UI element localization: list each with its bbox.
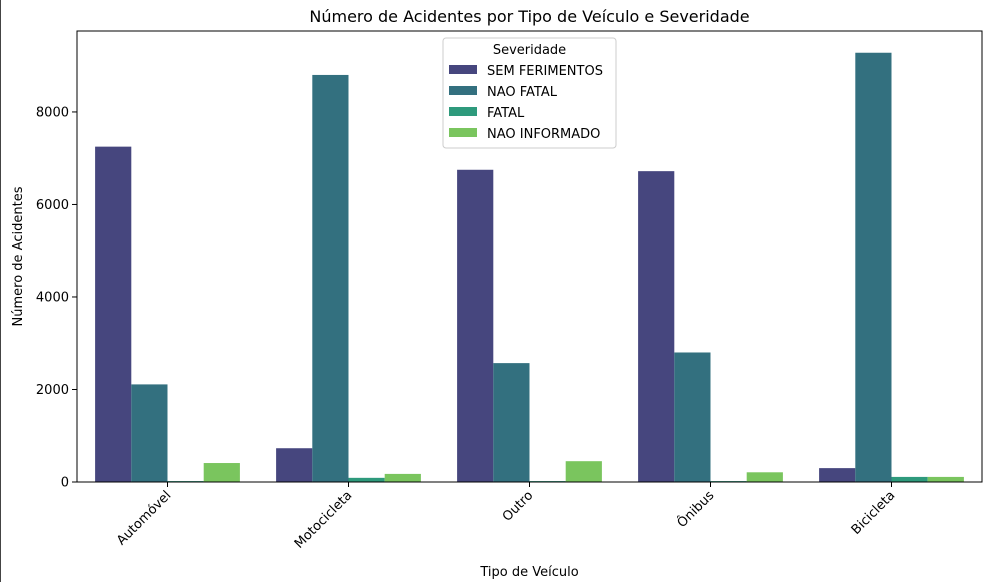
legend-label: SEM FERIMENTOS	[487, 64, 603, 79]
y-tick-label: 8000	[36, 105, 69, 120]
x-tick-label: Outro	[500, 488, 537, 525]
x-tick-label: Ônibus	[674, 487, 718, 531]
legend-swatch	[449, 107, 477, 116]
bar-0-0	[95, 146, 132, 482]
bar-2-3	[565, 461, 602, 482]
bar-4-3	[927, 476, 964, 482]
legend-box	[442, 37, 617, 149]
x-tick-label: Automóvel	[114, 488, 174, 548]
chart-title: Número de Acidentes por Tipo de Veículo …	[309, 7, 749, 26]
bars-layer	[95, 52, 964, 483]
y-tick-label: 6000	[36, 198, 69, 213]
plot-frame	[76, 30, 983, 483]
bar-4-0	[819, 468, 856, 482]
bar-3-3	[746, 472, 783, 482]
y-tick-label: 4000	[36, 290, 69, 305]
legend-swatch	[449, 65, 477, 74]
legend-swatch	[449, 128, 477, 137]
x-tick-label: Motocicleta	[292, 488, 356, 552]
bar-1-2	[348, 477, 385, 482]
bar-4-1	[855, 52, 892, 483]
x-tick-label: Bicicleta	[849, 488, 899, 538]
bar-0-1	[131, 384, 168, 482]
y-tick-label: 2000	[36, 383, 69, 398]
legend: Severidade SEM FERIMENTOS NAO FATAL FATAL NA…	[442, 37, 617, 149]
legend-label: NAO INFORMADO	[487, 127, 600, 142]
legend-title: Severidade	[493, 43, 566, 58]
x-axis: Automóvel Motocicleta Outro Ônibus Bicicleta	[114, 482, 898, 552]
legend-swatch	[449, 86, 477, 95]
bar-1-3	[384, 473, 421, 482]
bar-0-3	[203, 463, 240, 482]
bar-1-0	[276, 448, 313, 482]
bar-1-1	[312, 74, 349, 482]
bar-3-0	[638, 171, 675, 482]
legend-label: FATAL	[487, 106, 525, 121]
legend-label: NAO FATAL	[487, 85, 558, 100]
y-axis: 0 2000 4000 6000 8000	[36, 105, 77, 491]
bar-4-2	[891, 476, 928, 482]
bar-3-1	[674, 352, 711, 482]
y-tick-label: 0	[61, 476, 69, 491]
y-axis-title: Número de Acidentes	[11, 186, 26, 326]
x-axis-title: Tipo de Veículo	[479, 565, 578, 580]
bar-2-0	[457, 169, 494, 482]
bar-2-1	[493, 363, 530, 482]
